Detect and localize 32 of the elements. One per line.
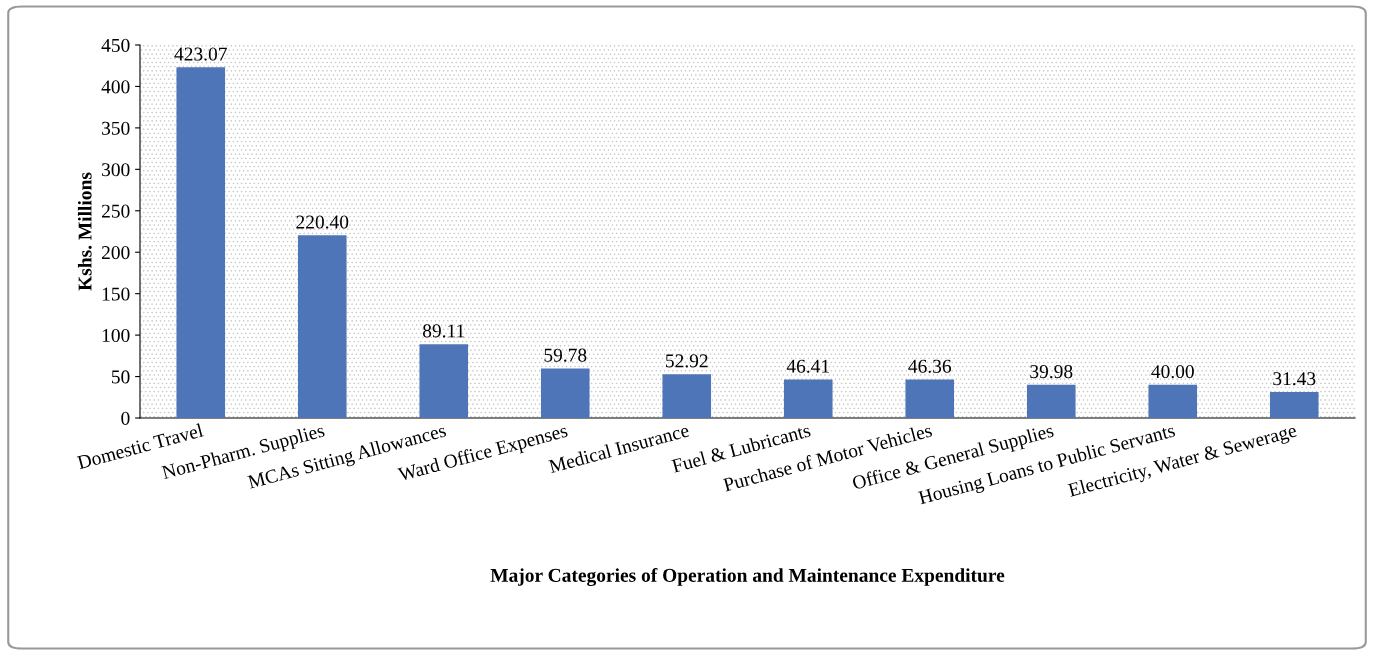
y-tick-label: 100 bbox=[102, 328, 130, 343]
bar bbox=[419, 344, 469, 418]
bar bbox=[905, 379, 955, 418]
bar bbox=[783, 379, 833, 418]
data-label: 31.43 bbox=[1273, 372, 1316, 386]
y-tick-label: 450 bbox=[101, 38, 130, 52]
y-tick-label: 250 bbox=[101, 204, 130, 218]
data-label: 46.41 bbox=[786, 359, 829, 373]
bar bbox=[1148, 384, 1198, 418]
y-tick-label: 300 bbox=[102, 163, 130, 177]
y-tick-label: 0 bbox=[121, 411, 130, 425]
data-label: 39.98 bbox=[1030, 365, 1073, 379]
bar bbox=[297, 235, 347, 418]
data-label: 46.36 bbox=[908, 359, 952, 373]
y-tick-label: 400 bbox=[101, 80, 130, 94]
bar bbox=[176, 67, 226, 418]
x-axis-title: Major Categories of Operation and Maintenance Expenditure bbox=[490, 568, 1005, 586]
data-label: 59.78 bbox=[544, 348, 587, 362]
y-tick-label: 50 bbox=[111, 370, 130, 384]
bar bbox=[540, 368, 590, 418]
data-label: 52.92 bbox=[666, 354, 708, 368]
bar bbox=[662, 374, 712, 418]
data-label: 40.00 bbox=[1151, 365, 1194, 379]
bar bbox=[1269, 391, 1319, 418]
data-label: 220.40 bbox=[296, 215, 349, 229]
y-tick-label: 350 bbox=[102, 121, 130, 135]
y-tick-label: 150 bbox=[102, 287, 130, 301]
data-label: 89.11 bbox=[422, 324, 465, 338]
y-axis-title: Kshs. Millions bbox=[77, 172, 92, 291]
data-label: 423.07 bbox=[174, 47, 227, 61]
bar bbox=[1026, 384, 1076, 418]
y-tick-label: 200 bbox=[101, 246, 130, 260]
